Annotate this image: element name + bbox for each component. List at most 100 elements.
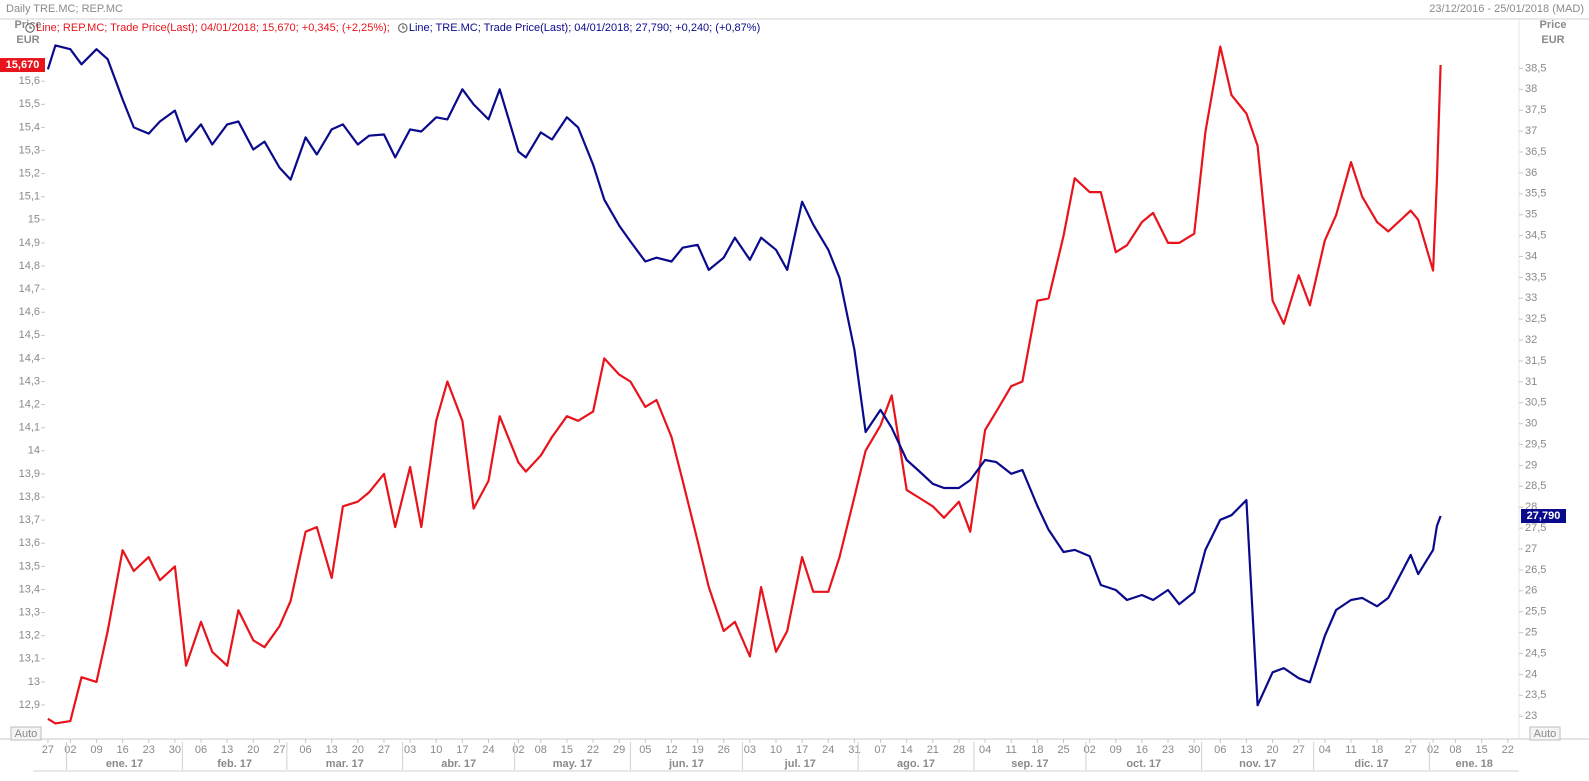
y-tick-label: 14,9: [19, 237, 40, 249]
price-line: [46, 44, 1442, 707]
y-tick-label: 15: [28, 214, 40, 226]
x-tick-label: 08: [535, 744, 547, 756]
y-tick-label: 14,5: [19, 329, 40, 341]
x-tick-label: 06: [1214, 744, 1226, 756]
y2-tick-label: 25: [1525, 627, 1537, 639]
x-tick-label: 27: [1293, 744, 1305, 756]
x-tick-label: 04: [979, 744, 991, 756]
x-tick-label: 17: [456, 744, 468, 756]
y-tick-label: 13,8: [19, 491, 40, 503]
x-tick-label: 12: [665, 744, 677, 756]
y2-tick-label: 35,5: [1525, 188, 1546, 200]
x-tick-label: 16: [116, 744, 128, 756]
last-value-badge: [1521, 509, 1566, 524]
x-tick-label: 22: [1502, 744, 1514, 756]
y2-tick-label: 38: [1525, 83, 1537, 95]
auto-button-label[interactable]: Auto: [15, 728, 38, 740]
x-tick-label: 24: [822, 744, 834, 756]
auto-button[interactable]: [1529, 726, 1561, 741]
date-range: 23/12/2016 - 25/01/2018 (MAD): [1429, 3, 1584, 15]
y-tick-label: 13: [28, 676, 40, 688]
y-tick-label: 15,4: [19, 121, 40, 133]
x-tick-label: 20: [247, 744, 259, 756]
x-tick-label: 26: [718, 744, 730, 756]
x-tick-label: 14: [901, 744, 913, 756]
x-tick-label: 19: [691, 744, 703, 756]
x-tick-label: 28: [953, 744, 965, 756]
x-tick-label: 21: [927, 744, 939, 756]
x-tick-label: 29: [613, 744, 625, 756]
y2-tick-label: 23,5: [1525, 689, 1546, 701]
x-tick-label: 06: [195, 744, 207, 756]
month-label: mar. 17: [326, 758, 364, 770]
x-tick-label: 27: [42, 744, 54, 756]
last-value-badge: [0, 58, 45, 73]
auto-button[interactable]: [10, 726, 42, 741]
auto-button-label[interactable]: Auto: [1534, 728, 1557, 740]
x-tick-label: 18: [1371, 744, 1383, 756]
y2-tick-label: 25,5: [1525, 606, 1546, 618]
x-tick-label: 15: [1476, 744, 1488, 756]
month-label: may. 17: [553, 758, 593, 770]
y-tick-label: 15,2: [19, 168, 40, 180]
y-tick-label: 15,3: [19, 144, 40, 156]
y2-tick-label: 36: [1525, 167, 1537, 179]
x-tick-label: 09: [1110, 744, 1122, 756]
y-tick-label: 13,6: [19, 537, 40, 549]
y-tick-label: 15,1: [19, 191, 40, 203]
last-value-label: 15,670: [6, 59, 40, 71]
x-tick-label: 20: [352, 744, 364, 756]
y2-tick-label: 27: [1525, 543, 1537, 555]
x-tick-label: 10: [770, 744, 782, 756]
x-tick-label: 27: [273, 744, 285, 756]
x-tick-label: 02: [1084, 744, 1096, 756]
y-tick-label: 13,4: [19, 583, 40, 595]
x-tick-label: 30: [1188, 744, 1200, 756]
x-tick-label: 05: [639, 744, 651, 756]
y-tick-label: 13,3: [19, 606, 40, 618]
y2-tick-label: 28,5: [1525, 480, 1546, 492]
x-tick-label: 02: [64, 744, 76, 756]
legend-icon-hand: [402, 25, 405, 29]
x-tick-label: 20: [1266, 744, 1278, 756]
x-tick-label: 06: [299, 744, 311, 756]
y2-tick-label: 30,5: [1525, 397, 1546, 409]
x-tick-label: 23: [1162, 744, 1174, 756]
y2-tick-label: 32,5: [1525, 313, 1546, 325]
x-tick-label: 27: [1405, 744, 1417, 756]
x-tick-label: 02: [1427, 744, 1439, 756]
month-label: ene. 17: [106, 758, 143, 770]
x-tick-label: 03: [744, 744, 756, 756]
y-tick-label: 14,8: [19, 260, 40, 272]
x-tick-label: 07: [874, 744, 886, 756]
y-tick-label: 14,1: [19, 422, 40, 434]
y-tick-label: 14,4: [19, 352, 40, 364]
x-tick-label: 04: [1319, 744, 1331, 756]
y2-tick-label: 35: [1525, 209, 1537, 221]
y2-tick-label: 29: [1525, 459, 1537, 471]
month-label: ago. 17: [897, 758, 935, 770]
y2-axis-title: Price: [1540, 19, 1567, 31]
y-tick-label: 13,7: [19, 514, 40, 526]
x-tick-label: 17: [796, 744, 808, 756]
y2-tick-label: 31,5: [1525, 355, 1546, 367]
month-label: ene. 18: [1456, 758, 1493, 770]
last-value-label: 27,790: [1527, 510, 1561, 522]
x-tick-label: 24: [482, 744, 494, 756]
x-tick-label: 11: [1006, 744, 1017, 756]
x-tick-label: 16: [1136, 744, 1148, 756]
y2-tick-label: 37: [1525, 125, 1537, 137]
y-tick-label: 13,5: [19, 560, 40, 572]
legend-label: Line; REP.MC; Trade Price(Last); 04/01/2…: [36, 22, 390, 34]
x-tick-label: 09: [90, 744, 102, 756]
x-tick-label: 23: [143, 744, 155, 756]
y2-tick-label: 23: [1525, 710, 1537, 722]
y2-tick-label: 28: [1525, 501, 1537, 513]
y-tick-label: 14,7: [19, 283, 40, 295]
x-tick-label: 31: [848, 744, 860, 756]
x-tick-label: 10: [430, 744, 442, 756]
y2-tick-label: 26,5: [1525, 564, 1546, 576]
y2-tick-label: 34,5: [1525, 230, 1546, 242]
